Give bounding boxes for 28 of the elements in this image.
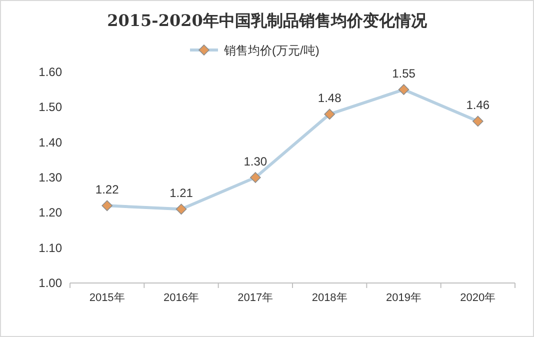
point	[398, 84, 410, 95]
y-tick-label: 1.00	[38, 276, 62, 290]
data-label: 1.55	[392, 66, 416, 81]
x-tick-label: 2017年	[238, 292, 274, 304]
data-label: 1.21	[170, 186, 194, 200]
x-tick-label: 2015年	[89, 292, 125, 304]
x-tick-label: 2018年	[312, 292, 348, 304]
data-label: 1.30	[244, 154, 268, 168]
y-tick-label: 1.30	[38, 170, 62, 184]
y-tick-label: 1.60	[38, 65, 62, 79]
x-tick-label: 2016年	[164, 292, 199, 304]
data-label: 1.46	[466, 98, 490, 112]
x-tick-label: 2019年	[386, 292, 422, 304]
y-tick-label: 1.50	[38, 100, 62, 114]
x-tick-label: 2020年	[460, 292, 496, 304]
chart-title: 2015-2020年中国乳制品销售均价变化情况	[107, 11, 428, 30]
point	[472, 116, 484, 127]
data-label: 1.48	[318, 91, 342, 106]
point	[176, 204, 187, 215]
point	[324, 108, 335, 120]
y-tick-label: 1.40	[38, 135, 62, 150]
point	[102, 200, 112, 212]
legend: 销售均价(万元/吨)	[190, 44, 320, 58]
legend-label: 销售均价(万元/吨)	[223, 44, 320, 58]
data-label: 1.22	[95, 182, 120, 197]
y-tick-label: 1.20	[38, 206, 62, 220]
point	[250, 172, 261, 183]
y-tick-label: 1.10	[38, 240, 62, 255]
